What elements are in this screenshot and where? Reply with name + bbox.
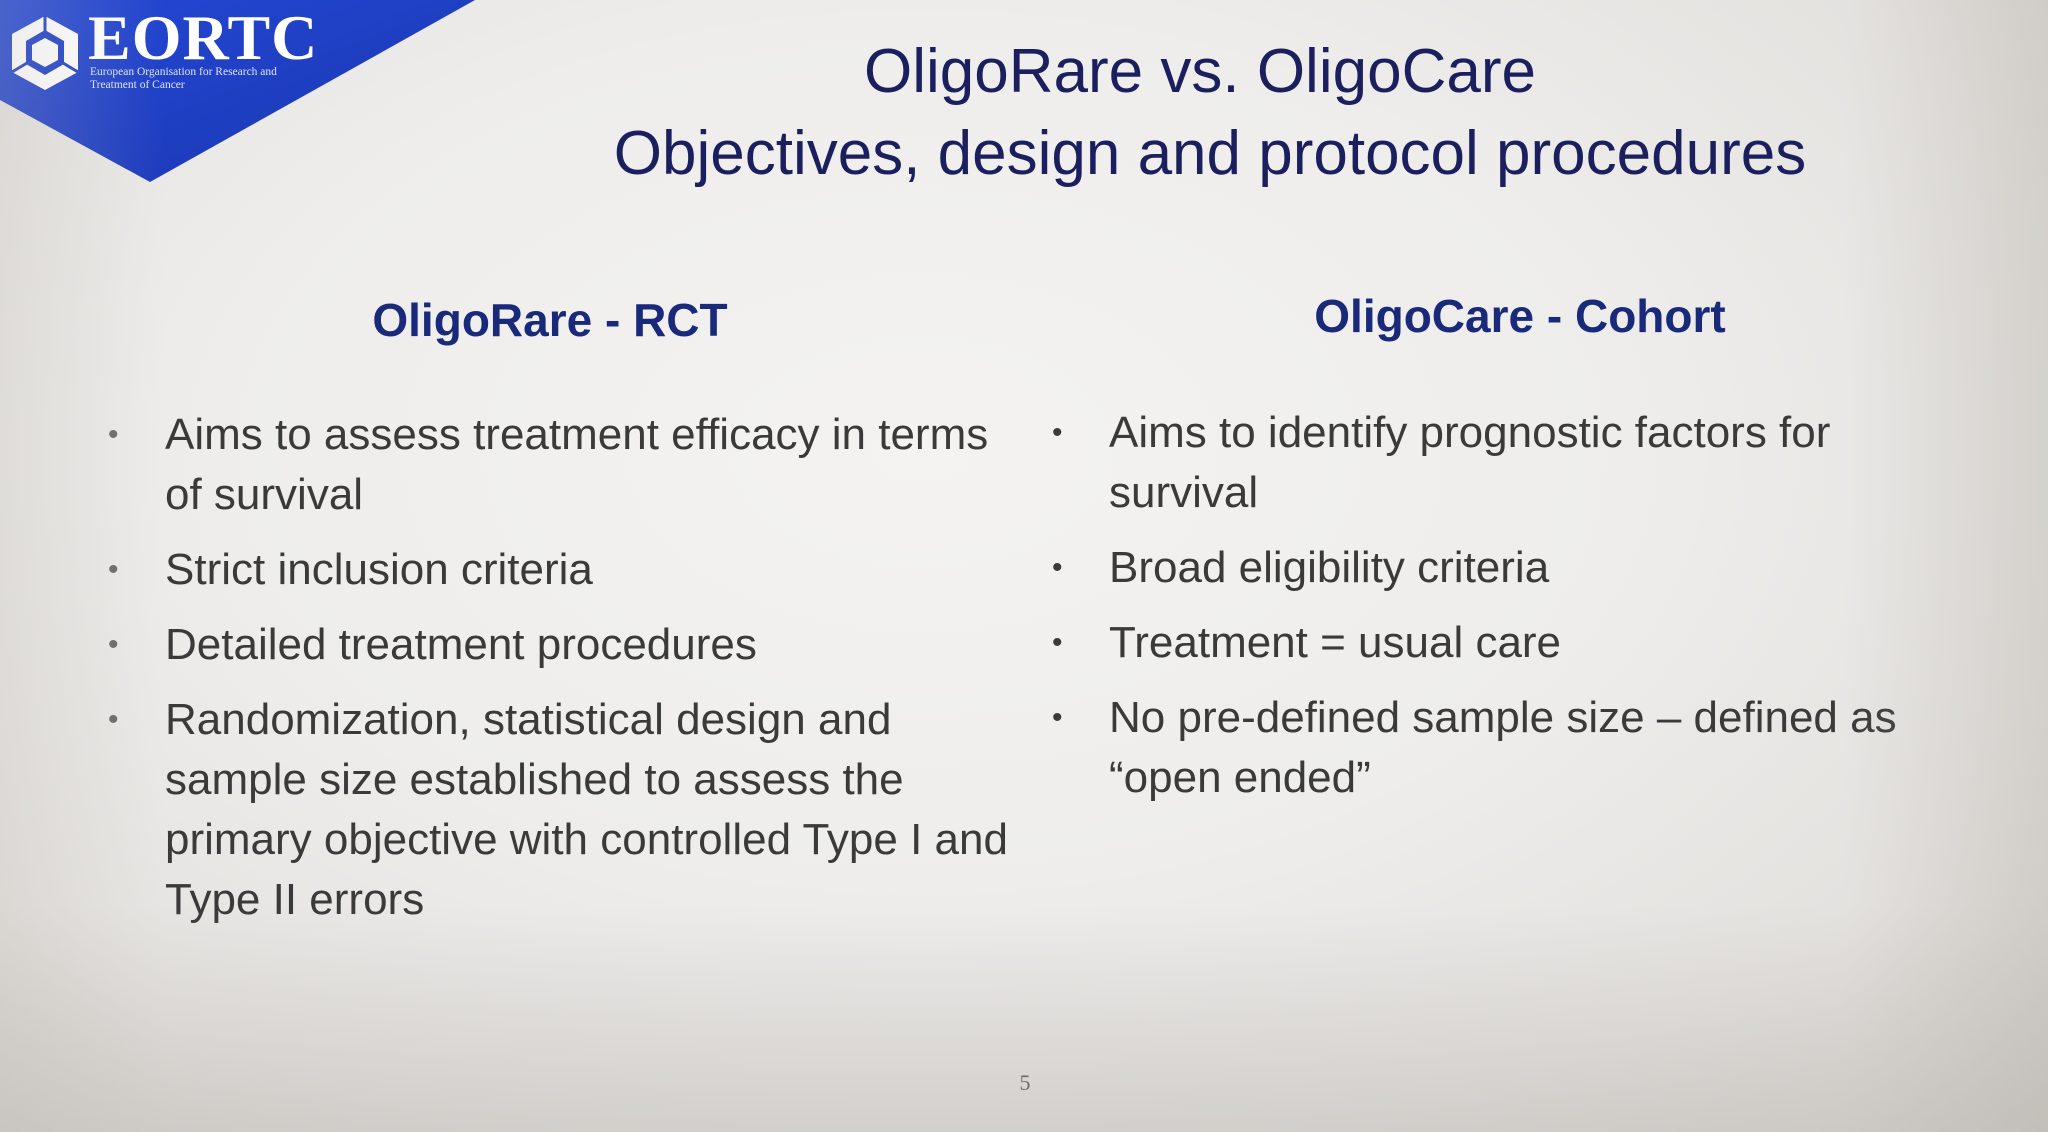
list-item: • Detailed treatment procedures	[108, 615, 1008, 675]
list-item: • No pre-defined sample size – defined a…	[1052, 688, 1952, 808]
eortc-logo-text: EORTC	[88, 2, 319, 73]
bullet-icon: •	[1052, 626, 1063, 659]
bullet-icon: •	[1052, 416, 1063, 449]
eortc-logo-banner: EORTC European Organisation for Research…	[0, 0, 480, 185]
bullet-text: Treatment = usual care	[1109, 618, 1562, 667]
list-item: • Aims to assess treatment efficacy in t…	[108, 405, 1008, 525]
bullet-icon: •	[108, 418, 119, 451]
bullet-icon: •	[108, 703, 119, 736]
right-column-heading: OligoCare - Cohort	[1314, 290, 1726, 342]
list-item: • Broad eligibility criteria	[1052, 538, 1952, 598]
bullet-text: Detailed treatment procedures	[165, 620, 757, 669]
eortc-logo-subtitle: European Organisation for Research and T…	[90, 66, 277, 91]
list-item: • Randomization, statistical design and …	[108, 690, 1008, 930]
bullet-text: No pre-defined sample size – defined as …	[1109, 693, 1897, 802]
bullet-text: Randomization, statistical design and sa…	[165, 695, 1008, 924]
list-item: • Aims to identify prognostic factors fo…	[1052, 403, 1952, 523]
slide-title-line-2: Objectives, design and protocol procedur…	[613, 119, 1807, 188]
bullet-icon: •	[1052, 701, 1063, 734]
page-number: 5	[1019, 1070, 1031, 1095]
bullet-icon: •	[1052, 551, 1063, 584]
slide-title-line-1: OligoRare vs. OligoCare	[864, 37, 1536, 106]
bullet-icon: •	[108, 553, 119, 586]
list-item: • Treatment = usual care	[1052, 613, 1952, 673]
left-column-heading: OligoRare - RCT	[372, 294, 728, 346]
bullet-icon: •	[108, 628, 119, 661]
bullet-text: Aims to identify prognostic factors for …	[1109, 408, 1831, 517]
list-item: • Strict inclusion criteria	[108, 540, 1008, 600]
banner-shape-icon	[0, 0, 475, 182]
right-bullet-list: • Aims to identify prognostic factors fo…	[1052, 403, 1952, 823]
bullet-text: Broad eligibility criteria	[1109, 543, 1550, 592]
bullet-text: Aims to assess treatment efficacy in ter…	[165, 410, 989, 519]
left-bullet-list: • Aims to assess treatment efficacy in t…	[108, 405, 1008, 945]
eortc-hexagon-logo-icon	[11, 16, 79, 90]
bullet-text: Strict inclusion criteria	[165, 545, 593, 594]
